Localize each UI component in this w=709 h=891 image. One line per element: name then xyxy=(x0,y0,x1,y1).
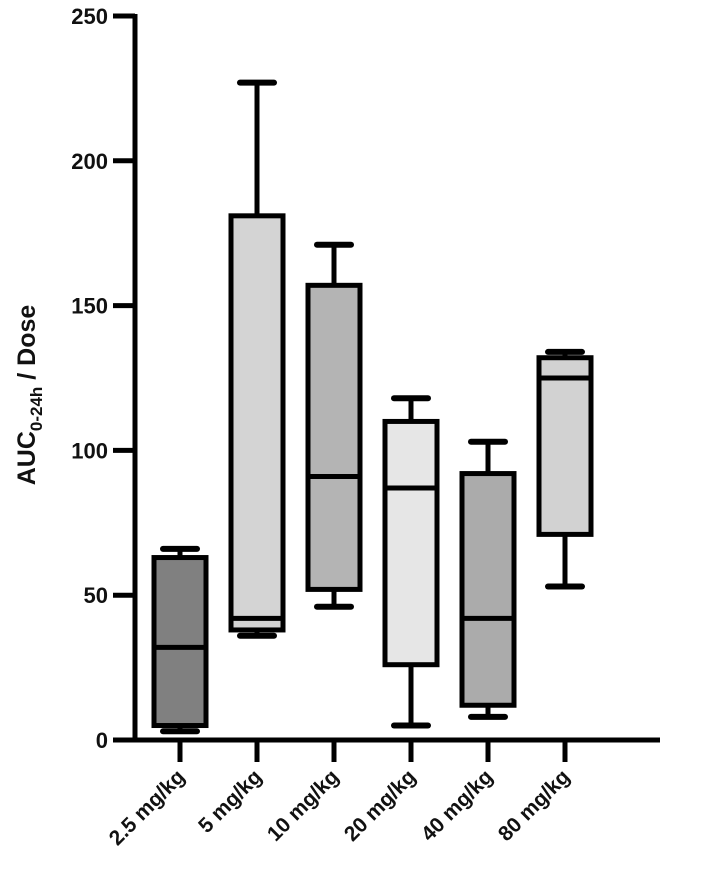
x-category-label: 2.5 mg/kg xyxy=(105,765,190,850)
y-tick-label: 200 xyxy=(71,149,108,174)
iqr-box xyxy=(536,355,594,537)
iqr-box xyxy=(151,555,209,729)
box-10-mg-kg xyxy=(305,241,363,610)
x-category-label: 20 mg/kg xyxy=(340,765,421,846)
x-category-label: 5 mg/kg xyxy=(194,765,266,837)
box-5-mg-kg xyxy=(228,79,286,639)
y-tick-label: 100 xyxy=(71,438,108,463)
box-2-5-mg-kg xyxy=(151,545,209,735)
iqr-box xyxy=(382,418,440,668)
box-series xyxy=(151,79,594,735)
box-40-mg-kg xyxy=(459,438,517,720)
y-tick-label: 0 xyxy=(96,728,108,753)
iqr-box xyxy=(228,213,286,633)
box-20-mg-kg xyxy=(382,395,440,729)
x-category-label: 40 mg/kg xyxy=(417,765,498,846)
x-category-label: 10 mg/kg xyxy=(263,765,344,846)
y-axis: 0 50 100 150 200 250 xyxy=(71,4,138,753)
y-tick-label: 250 xyxy=(71,4,108,29)
x-category-label: 80 mg/kg xyxy=(494,765,575,846)
box-80-mg-kg xyxy=(536,348,594,590)
y-tick-label: 150 xyxy=(71,294,108,319)
iqr-box xyxy=(305,282,363,592)
y-tick-label: 50 xyxy=(84,583,108,608)
y-axis-label: AUC0-24h / Dose xyxy=(13,305,46,486)
iqr-box xyxy=(459,471,517,708)
